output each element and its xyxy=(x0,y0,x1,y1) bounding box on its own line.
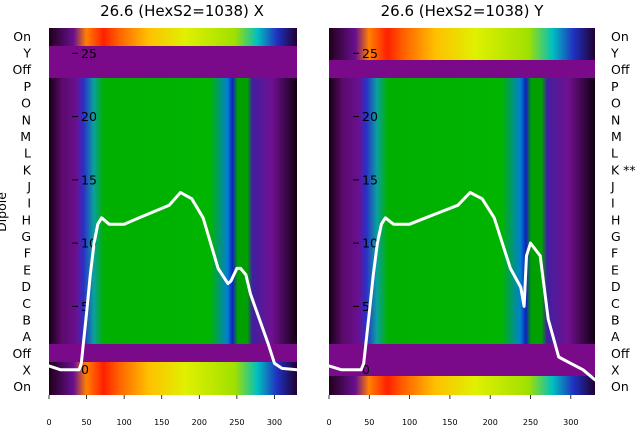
profile-line-y xyxy=(327,191,597,382)
y-tick-label: 20 xyxy=(81,109,97,124)
dipole-row-label: P xyxy=(611,79,619,94)
x-tick-label: 150 xyxy=(154,418,169,427)
x-tick-label: 250 xyxy=(229,418,244,427)
dipole-row-label: X xyxy=(611,362,620,377)
y-tick-label: 5 xyxy=(81,299,89,314)
dipole-row-label: E xyxy=(23,262,31,277)
x-tick-label: 100 xyxy=(402,418,417,427)
dipole-row-label: H xyxy=(611,212,620,227)
x-tick-label: 200 xyxy=(483,418,498,427)
y-tick-label: 15 xyxy=(362,172,378,187)
dipole-row-label: D xyxy=(611,279,621,294)
dipole-row-label: C xyxy=(22,296,31,311)
dipole-row-label: G xyxy=(611,229,621,244)
x-tick-label: 300 xyxy=(267,418,282,427)
x-tick-label: 300 xyxy=(563,418,578,427)
y-ticks-y: 0 5 10 15 20 25 xyxy=(353,46,378,377)
dipole-row-label: M xyxy=(20,129,31,144)
profile-line xyxy=(47,191,299,372)
dipole-row-label: Off xyxy=(13,62,32,77)
dipole-row-label: J xyxy=(26,179,31,194)
dipole-row-label: O xyxy=(611,96,621,111)
dipole-row-label: J xyxy=(610,179,615,194)
x-tick-label: 100 xyxy=(117,418,132,427)
profile-line-x xyxy=(47,191,299,372)
heatmap-band-top-x xyxy=(49,28,297,46)
dipole-row-label: L xyxy=(611,146,618,161)
title-y: 26.6 (HexS2=1038) Y xyxy=(381,2,545,20)
y-tick-label: 25 xyxy=(362,46,378,61)
dipole-row-label: C xyxy=(611,296,620,311)
heatmap-body-y xyxy=(329,28,595,395)
x-tick-label: 50 xyxy=(364,418,374,427)
dipole-row-label: H xyxy=(22,212,31,227)
dipole-row-label: On xyxy=(611,29,629,44)
dipole-row-label: On xyxy=(13,29,31,44)
heatmap-band-bottom-y xyxy=(329,376,595,395)
dipole-row-label: On xyxy=(13,379,31,394)
dipole-row-label: I xyxy=(611,196,615,211)
x-tick-label: 0 xyxy=(326,418,331,427)
dipole-row-label: Y xyxy=(22,46,31,61)
dipole-row-label: M xyxy=(611,129,622,144)
dipole-row-label: L xyxy=(24,146,31,161)
heatmap-off-bottom-y xyxy=(329,344,595,376)
dipole-row-label: On xyxy=(611,379,629,394)
y-tick-label: 20 xyxy=(362,109,378,124)
y-tick-label: 10 xyxy=(362,236,378,251)
dipole-row-label: X xyxy=(22,362,31,377)
heatmap-band-bottom-x xyxy=(49,362,297,395)
x-tick-label: 50 xyxy=(81,418,91,427)
dipole-row-label: F xyxy=(611,246,618,261)
dipole-row-label: P xyxy=(23,79,31,94)
dipole-row-label: Y xyxy=(610,46,619,61)
dipole-row-label: N xyxy=(22,112,31,127)
x-ticks-x: 0 50 100 150 200 250 300 xyxy=(46,395,282,427)
dipole-row-label: D xyxy=(21,279,31,294)
x-ticks-y: 0 50 100 150 200 250 300 xyxy=(326,395,578,427)
dipole-row-label: K ** xyxy=(611,162,636,177)
dipole-row-label: A xyxy=(22,329,31,344)
heatmap-off-bottom-x xyxy=(49,344,297,362)
dipole-row-label: G xyxy=(21,229,31,244)
dipole-row-label: F xyxy=(24,246,31,261)
dipole-row-label: K xyxy=(23,162,32,177)
dipole-row-label: Off xyxy=(611,62,630,77)
heatmap-band-top-y xyxy=(329,28,595,60)
dipole-row-label: N xyxy=(611,112,620,127)
dipole-row-label: E xyxy=(611,262,619,277)
dipole-row-label: O xyxy=(21,96,31,111)
profile-line xyxy=(327,191,597,382)
y-tick-label: 0 xyxy=(81,362,89,377)
dipole-row-label: Off xyxy=(611,346,630,361)
dipole-row-label: Off xyxy=(13,346,32,361)
dipole-row-label: B xyxy=(22,312,31,327)
heatmap-off-top-x xyxy=(49,46,297,78)
heatmap-body-x xyxy=(49,28,297,395)
x-tick-label: 150 xyxy=(442,418,457,427)
y-tick-label: 15 xyxy=(81,172,97,187)
x-tick-label: 200 xyxy=(192,418,207,427)
title-x: 26.6 (HexS2=1038) X xyxy=(100,2,264,20)
heatmap-off-top-y xyxy=(329,60,595,78)
y-tick-label: 0 xyxy=(362,362,370,377)
x-tick-label: 0 xyxy=(46,418,51,427)
dipole-row-label: B xyxy=(611,312,620,327)
dipole-row-label: I xyxy=(27,196,31,211)
heatmap-panel-x: 26.6 (HexS2=1038) X Dipole OnYOffPONMLKJ… xyxy=(0,2,299,427)
dipole-row-label: A xyxy=(611,329,620,344)
x-tick-label: 250 xyxy=(523,418,538,427)
y-tick-label: 25 xyxy=(81,46,97,61)
y-tick-label: 5 xyxy=(362,299,370,314)
dipole-axis-label: Dipole xyxy=(0,192,9,232)
